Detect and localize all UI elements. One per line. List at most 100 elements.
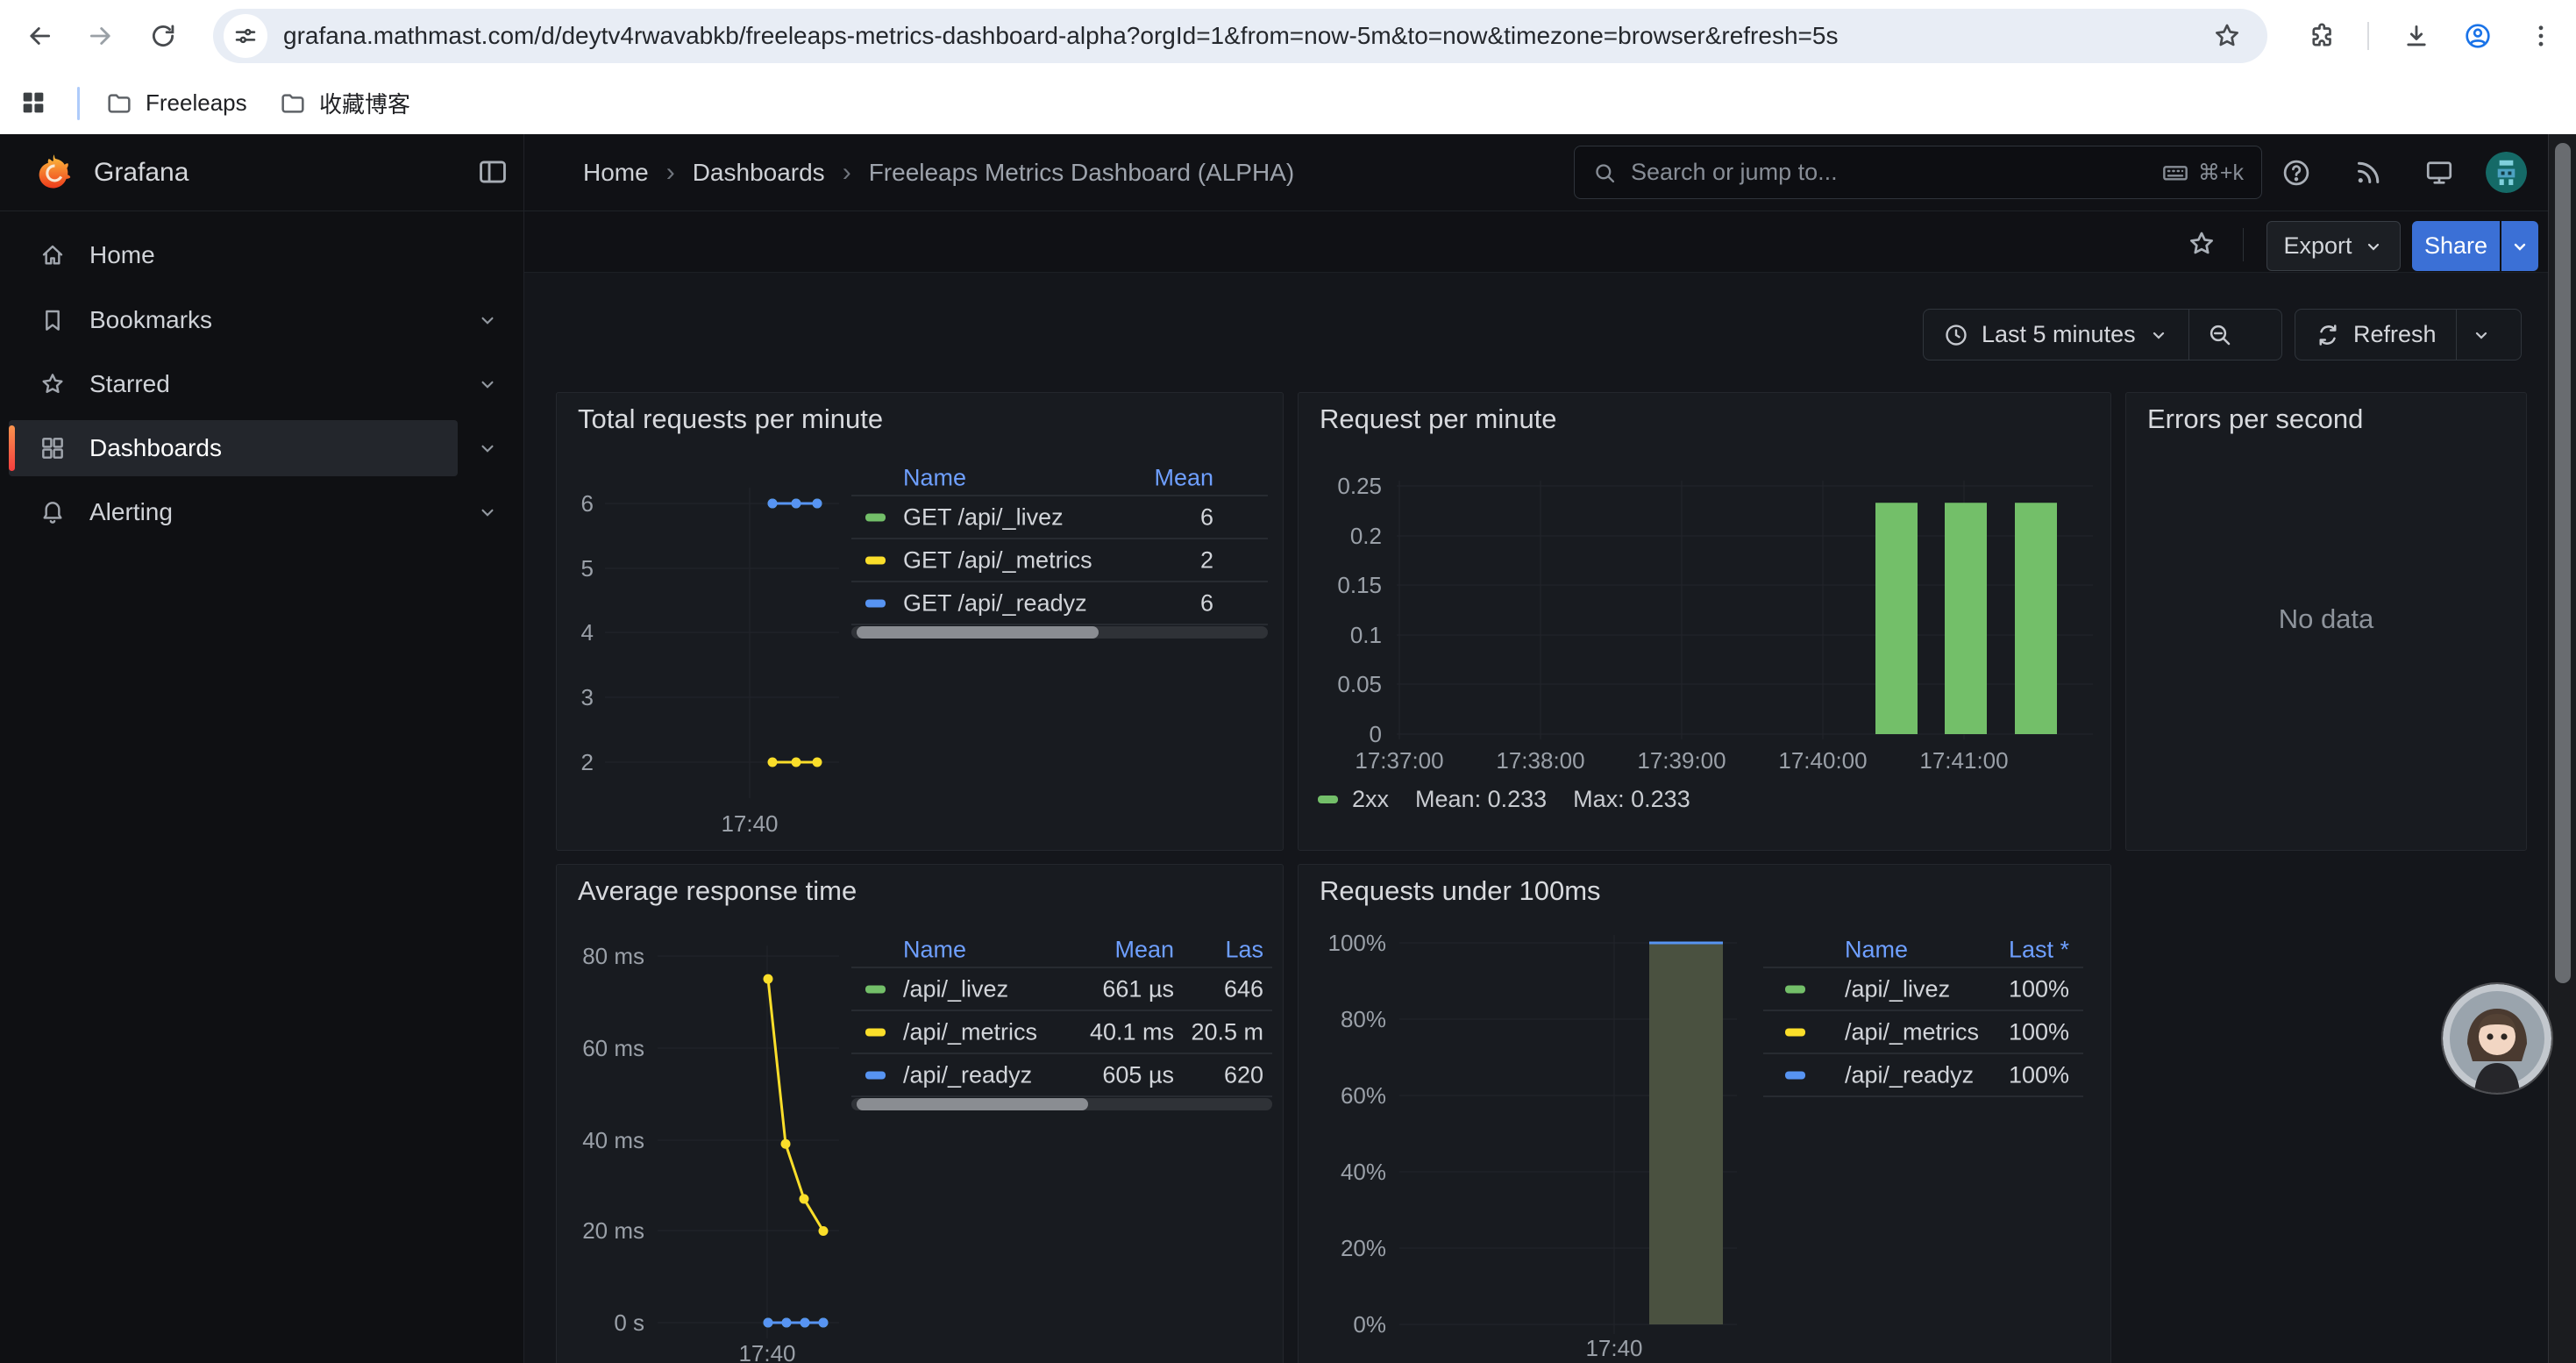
column-header[interactable]: Mean [851,465,1213,492]
y-axis-tick: 0% [1353,1311,1386,1338]
breadcrumb: Home › Dashboards › Freeleaps Metrics Dashbo… [583,134,1294,211]
sidebar-item-link[interactable]: Alerting [9,484,458,540]
sidebar-item-link[interactable]: Starred [9,356,458,412]
controls-divider [2243,228,2244,261]
panel-title[interactable]: Errors per second [2147,403,2363,435]
bookmark-folder-blogs[interactable]: 收藏博客 [279,72,410,134]
extensions-icon[interactable] [2304,18,2339,54]
data-point [768,758,778,767]
search-icon [1592,161,1617,185]
chevron-down-icon[interactable] [476,437,499,460]
search-input[interactable] [1629,158,2161,187]
sidebar-toggle-icon[interactable] [476,155,509,189]
browser-chrome: grafana.mathmast.com/d/deytv4rwavabkb/fr… [0,0,2576,134]
x-axis-tick: 17:37:00 [1355,747,1443,774]
url-text[interactable]: grafana.mathmast.com/d/deytv4rwavabkb/fr… [283,22,1838,50]
legend-row[interactable]: /api/_metrics100% [1763,1011,2083,1054]
home-icon [39,241,67,269]
table-scrollbar[interactable] [851,626,1268,639]
sidebar-item-link[interactable]: Home [9,227,458,283]
sidebar-item-link[interactable]: Bookmarks [9,292,458,348]
panel-total-requests-per-minute: Total requests per minute6543217:40NameM… [556,392,1284,851]
legend-row[interactable]: GET /api/_metrics2 [851,539,1268,582]
browser-menu-icon[interactable] [2523,18,2558,54]
bookmark-icon [39,306,67,334]
y-axis-tick: 0.25 [1337,473,1382,499]
search-box[interactable]: ⌘+k [1574,146,2262,199]
breadcrumb-separator-icon: › [843,158,851,188]
downloads-icon[interactable] [2399,18,2434,54]
refresh-label: Refresh [2353,321,2437,348]
apps-icon [39,434,67,462]
share-button[interactable]: Share [2412,221,2500,271]
news-rss-icon[interactable] [2350,154,2387,191]
data-point [819,1318,829,1328]
forward-icon[interactable] [83,18,118,54]
back-icon[interactable] [22,18,57,54]
time-range-picker[interactable]: Last 5 minutes [1924,310,2188,360]
sidebar-item-dashboards: Dashboards [0,420,523,476]
site-settings-icon[interactable] [224,14,267,58]
breadcrumb-separator-icon: › [666,158,675,188]
reload-icon[interactable] [146,18,181,54]
bar [1649,943,1723,1324]
column-header[interactable]: Las [851,937,1263,964]
y-axis-tick: 40% [1341,1159,1386,1185]
table-scrollbar-thumb[interactable] [857,626,1099,639]
url-bar[interactable]: grafana.mathmast.com/d/deytv4rwavabkb/fr… [213,9,2267,63]
legend-row[interactable]: GET /api/_readyz6 [851,582,1268,625]
legend-row[interactable]: /api/_livez100% [1763,968,2083,1011]
table-scrollbar-thumb[interactable] [857,1098,1088,1110]
sidebar-item-label: Starred [89,370,170,398]
table-scrollbar[interactable] [851,1098,1272,1110]
y-axis-tick: 6 [581,490,594,517]
scrollbar-thumb[interactable] [2555,143,2571,983]
export-label: Export [2283,232,2352,260]
page-scrollbar[interactable] [2548,134,2576,1363]
y-axis-tick: 60 ms [582,1035,644,1061]
y-axis-tick: 0.05 [1337,671,1382,697]
y-axis-tick: 0 [1370,721,1382,747]
monitor-icon[interactable] [2421,154,2458,191]
chevron-down-icon[interactable] [476,501,499,524]
share-menu-button[interactable] [2501,221,2538,271]
legend-table-header: NameLast * [1763,933,2083,968]
export-button[interactable]: Export [2266,221,2401,271]
breadcrumb-item[interactable]: Freeleaps Metrics Dashboard (ALPHA) [869,159,1295,187]
profile-icon[interactable] [2460,18,2495,54]
refresh-interval-button[interactable] [2457,310,2506,360]
bookmark-star-icon[interactable] [2211,20,2243,52]
x-axis-tick: 17:38:00 [1496,747,1584,774]
chevron-down-icon[interactable] [476,309,499,332]
bookmark-folder-freeleaps[interactable]: Freeleaps [105,72,247,134]
column-header[interactable]: Last * [1763,937,2069,964]
help-icon[interactable] [2278,154,2315,191]
favorite-dashboard-icon[interactable] [2186,228,2217,260]
data-point [764,1318,773,1328]
apps-grid-icon[interactable] [16,85,51,120]
assistant-avatar[interactable] [2443,984,2551,1093]
legend-row[interactable]: /api/_livez661 µs646 [851,968,1272,1011]
series-color-swatch [1318,796,1338,803]
user-avatar[interactable] [2486,152,2527,193]
toolbar-divider [2367,22,2369,50]
y-axis-tick: 0.1 [1350,622,1382,648]
chevron-down-icon[interactable] [476,373,499,396]
legend-row[interactable]: /api/_readyz100% [1763,1054,2083,1097]
series-value: 646 [851,975,1263,1003]
time-range-label: Last 5 minutes [1982,321,2136,348]
y-axis-tick: 0.2 [1350,523,1382,549]
chart-legend[interactable]: 2xxMean: 0.233Max: 0.233 [1318,786,1690,813]
sidebar-item-link[interactable]: Dashboards [9,420,458,476]
legend-row[interactable]: GET /api/_livez6 [851,496,1268,539]
refresh-button[interactable]: Refresh [2295,310,2456,360]
x-axis-tick: 17:40:00 [1778,747,1867,774]
toolbar-border [524,272,2548,273]
legend-row[interactable]: /api/_metrics40.1 ms20.5 m [851,1011,1272,1054]
breadcrumb-item[interactable]: Home [583,159,649,187]
zoom-out-button[interactable] [2189,310,2251,360]
bookmarks-divider [77,87,80,120]
legend-row[interactable]: /api/_readyz605 µs620 [851,1054,1272,1097]
breadcrumb-item[interactable]: Dashboards [693,159,825,187]
brand: Grafana [33,134,189,211]
